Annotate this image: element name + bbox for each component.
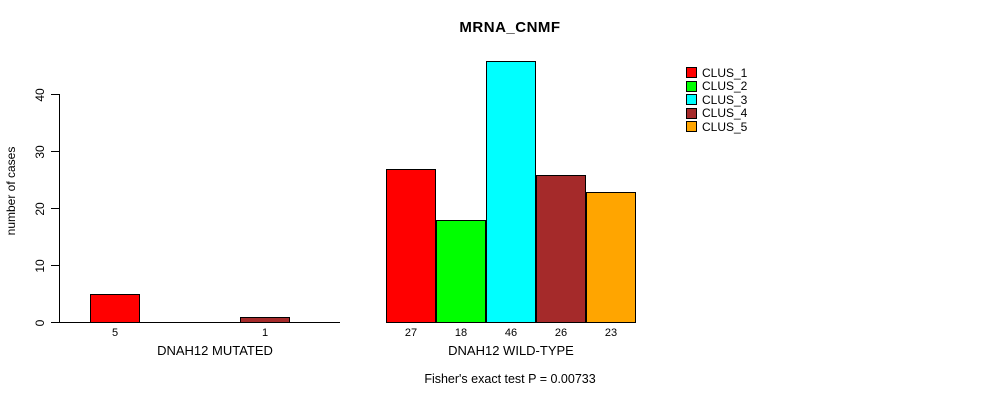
bar-value-label: 5 (111, 327, 119, 339)
bar-clus_1 (386, 169, 436, 323)
bar-clus_4 (536, 175, 586, 323)
legend: CLUS_1 CLUS_2 CLUS_3 CLUS_4 CLUS_5 (686, 66, 747, 134)
y-axis-line (59, 94, 60, 323)
chart-title: MRNA_CNMF (459, 19, 561, 36)
fisher-test-annotation: Fisher's exact test P = 0.00733 (424, 372, 596, 386)
bar-value-label: 46 (504, 327, 518, 339)
y-axis-tick (51, 208, 59, 209)
legend-label: CLUS_2 (702, 79, 748, 94)
y-axis-tick (51, 94, 59, 95)
bar-value-label: 27 (404, 327, 418, 339)
bar-clus_4 (240, 317, 290, 323)
legend-item: CLUS_5 (686, 120, 747, 134)
legend-label: CLUS_4 (702, 106, 748, 121)
legend-item: CLUS_1 (686, 66, 747, 80)
bar-value-label: 23 (604, 327, 618, 339)
x-axis-baseline (59, 322, 340, 323)
legend-swatch-icon (686, 107, 697, 119)
legend-label: CLUS_1 (702, 65, 748, 80)
legend-item: CLUS_4 (686, 107, 747, 121)
bar-clus_5 (586, 192, 636, 323)
y-tick-label: 30 (33, 144, 47, 159)
bar-value-label: 26 (554, 327, 568, 339)
legend-swatch-icon (686, 121, 697, 133)
y-tick-label: 20 (33, 201, 47, 216)
y-tick-label: 0 (33, 319, 47, 326)
group-label: DNAH12 WILD-TYPE (448, 343, 574, 358)
bar-clus_3 (486, 61, 536, 323)
legend-item: CLUS_3 (686, 93, 747, 107)
legend-item: CLUS_2 (686, 80, 747, 94)
legend-swatch-icon (686, 94, 697, 106)
bar-value-label: 18 (454, 327, 468, 339)
y-axis-title: number of cases (4, 146, 18, 236)
legend-label: CLUS_5 (702, 119, 748, 134)
y-tick-label: 10 (33, 258, 47, 273)
legend-swatch-icon (686, 80, 697, 92)
bar-clus_1 (90, 294, 140, 323)
y-axis-tick (51, 151, 59, 152)
bar-value-label: 1 (261, 327, 269, 339)
bar-clus_2 (436, 220, 486, 323)
legend-label: CLUS_3 (702, 92, 748, 107)
y-axis-tick (51, 265, 59, 266)
group-label: DNAH12 MUTATED (157, 343, 273, 358)
y-axis-tick (51, 322, 59, 323)
y-tick-label: 40 (33, 87, 47, 102)
legend-swatch-icon (686, 67, 697, 79)
